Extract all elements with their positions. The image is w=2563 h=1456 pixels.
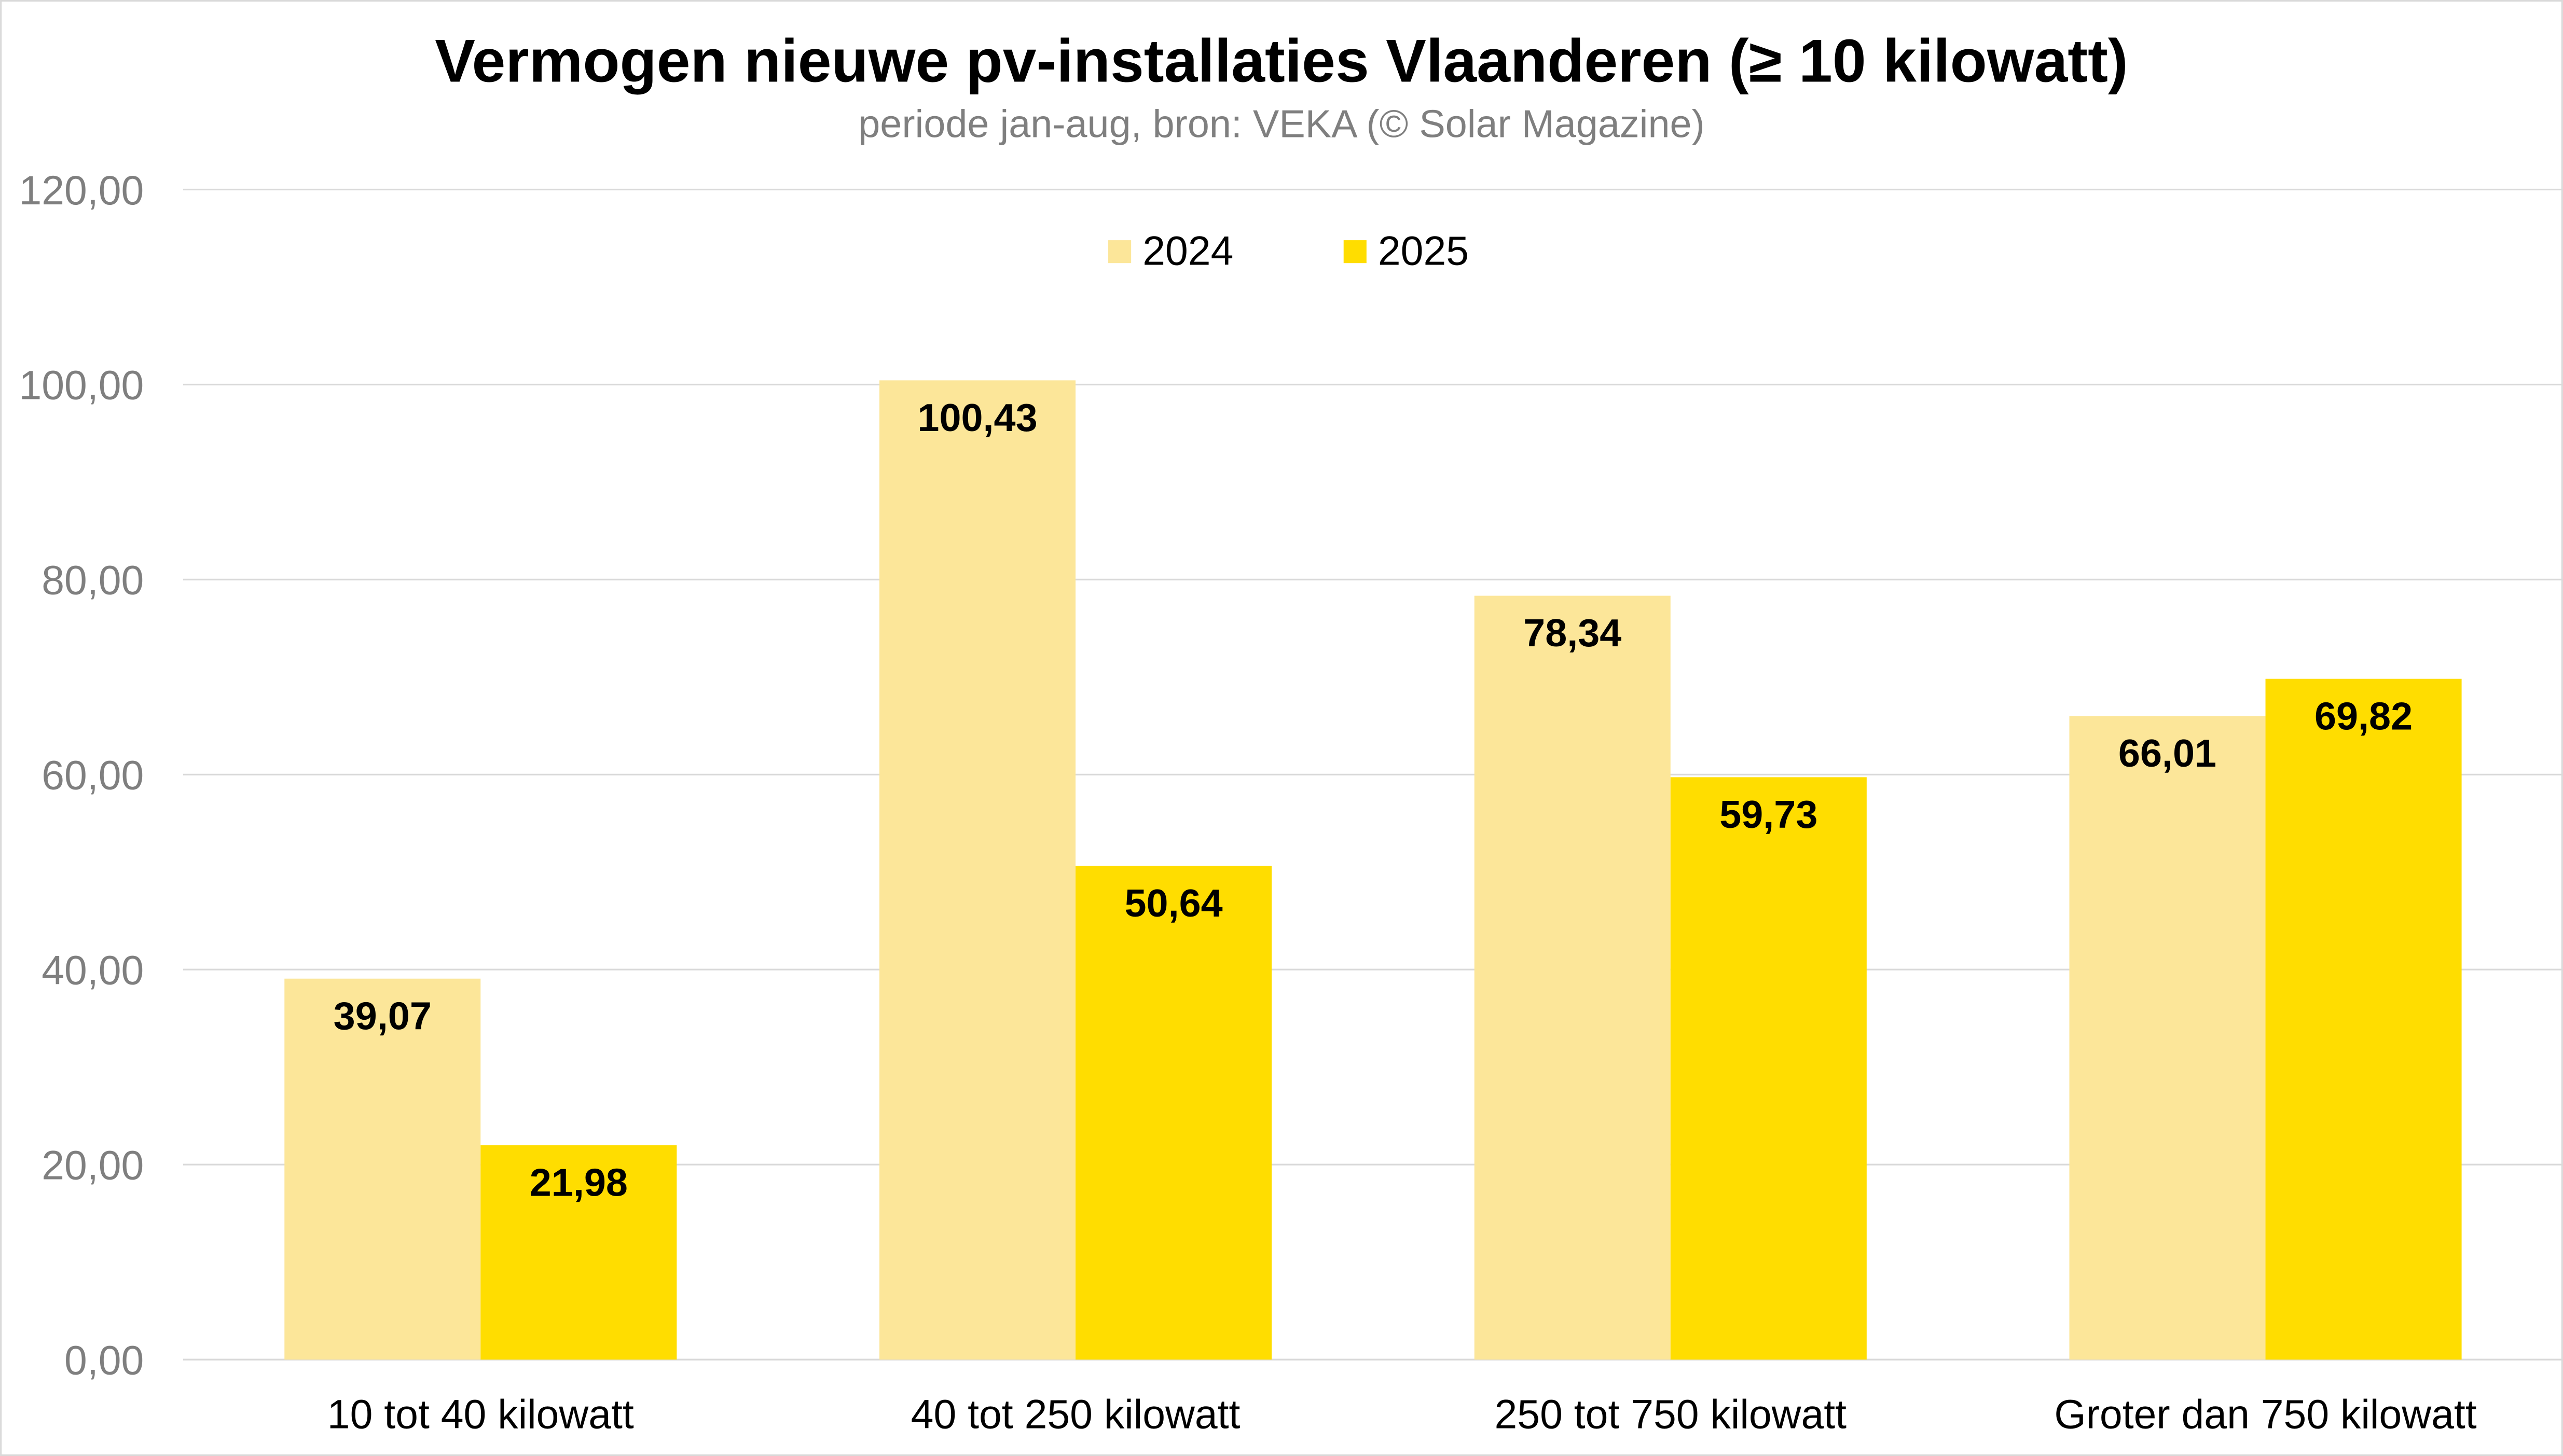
- x-tick-label: 40 tot 250 kilowatt: [911, 1391, 1241, 1437]
- x-tick-label: 10 tot 40 kilowatt: [327, 1391, 634, 1437]
- bar-2024: [2069, 716, 2266, 1360]
- y-tick-label: 100,00: [19, 363, 144, 408]
- bar-2024: [1474, 595, 1671, 1360]
- bar-2025: [1076, 866, 1272, 1360]
- data-label: 39,07: [334, 994, 432, 1038]
- data-label: 59,73: [1719, 793, 1817, 837]
- chart-subtitle: periode jan-aug, bron: VEKA (© Solar Mag…: [858, 103, 1704, 146]
- y-tick-label: 20,00: [42, 1143, 144, 1188]
- data-label: 66,01: [2118, 732, 2216, 775]
- legend-swatch-2024: [1108, 240, 1132, 264]
- chart-title: Vermogen nieuwe pv-installaties Vlaander…: [435, 27, 2128, 95]
- data-label: 100,43: [917, 396, 1037, 440]
- data-label: 50,64: [1124, 882, 1222, 925]
- y-tick-label: 40,00: [42, 948, 144, 993]
- legend-label-2024: 2024: [1142, 228, 1233, 273]
- y-tick-label: 60,00: [42, 753, 144, 798]
- x-tick-label: Groter dan 750 kilowatt: [2054, 1391, 2476, 1437]
- y-tick-label: 0,00: [64, 1337, 144, 1383]
- bar-2025: [1670, 777, 1867, 1360]
- y-tick-label: 120,00: [19, 168, 144, 213]
- data-label: 78,34: [1523, 612, 1621, 655]
- x-tick-label: 250 tot 750 kilowatt: [1495, 1391, 1847, 1437]
- data-label: 21,98: [530, 1161, 628, 1205]
- bar-2025: [2265, 678, 2462, 1360]
- legend-label-2025: 2025: [1378, 228, 1469, 273]
- y-tick-label: 80,00: [42, 558, 144, 603]
- data-label: 69,82: [2314, 695, 2413, 738]
- legend-swatch-2025: [1343, 240, 1367, 264]
- bar-2024: [879, 380, 1076, 1360]
- bar-2024: [284, 978, 481, 1360]
- bar-2025: [480, 1145, 677, 1360]
